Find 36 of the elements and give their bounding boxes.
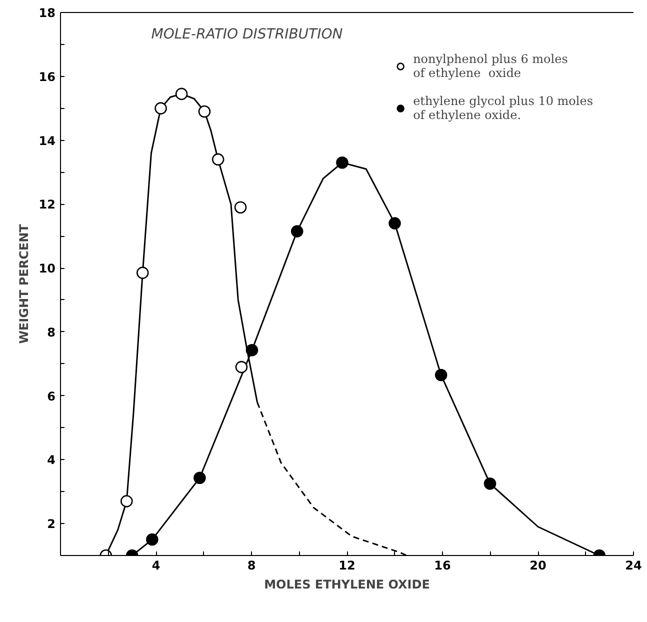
point bbox=[154, 102, 167, 114]
point bbox=[336, 156, 348, 169]
y-tick-label: 10 bbox=[38, 262, 56, 276]
x-tick-label: 4 bbox=[152, 558, 160, 572]
point bbox=[146, 533, 158, 546]
point bbox=[194, 472, 206, 484]
y-tick-label: 14 bbox=[38, 134, 56, 148]
x-tick-label: 20 bbox=[530, 558, 546, 572]
point bbox=[136, 266, 149, 279]
text: MOLE-RATIO DISTRIBUTION bbox=[151, 26, 344, 42]
y-axis-title: WEIGHT PERCENT bbox=[16, 223, 31, 344]
point bbox=[235, 360, 248, 374]
x-tick-label: 16 bbox=[434, 558, 451, 572]
x-tick-label: 8 bbox=[247, 558, 256, 572]
point bbox=[484, 477, 496, 490]
point bbox=[388, 217, 401, 230]
y-tick-label: 6 bbox=[47, 389, 56, 404]
y-tick-label: 18 bbox=[38, 6, 56, 20]
y-tick-label: 16 bbox=[38, 70, 56, 84]
point bbox=[120, 495, 133, 508]
point bbox=[212, 153, 224, 166]
point bbox=[434, 368, 448, 382]
point bbox=[246, 344, 258, 356]
point bbox=[234, 201, 247, 214]
legend-label: nonylphenol plus 6 moles of ethylene oxide bbox=[413, 52, 568, 80]
point bbox=[290, 225, 304, 238]
x-tick-label: 24 bbox=[625, 558, 642, 572]
x-axis-title: MOLES ETHYLENE OXIDE bbox=[264, 578, 430, 592]
x-tick-label: 12 bbox=[338, 558, 356, 572]
point bbox=[175, 88, 188, 100]
legend-label: ethylene glycol plus 10 moles of ethylene oxide. bbox=[413, 94, 593, 122]
y-tick-label: 12 bbox=[38, 198, 56, 212]
point bbox=[198, 105, 211, 118]
y-tick-label: 2 bbox=[47, 517, 56, 532]
y-tick-label: 8 bbox=[47, 325, 56, 340]
y-tick-label: 4 bbox=[47, 453, 56, 468]
